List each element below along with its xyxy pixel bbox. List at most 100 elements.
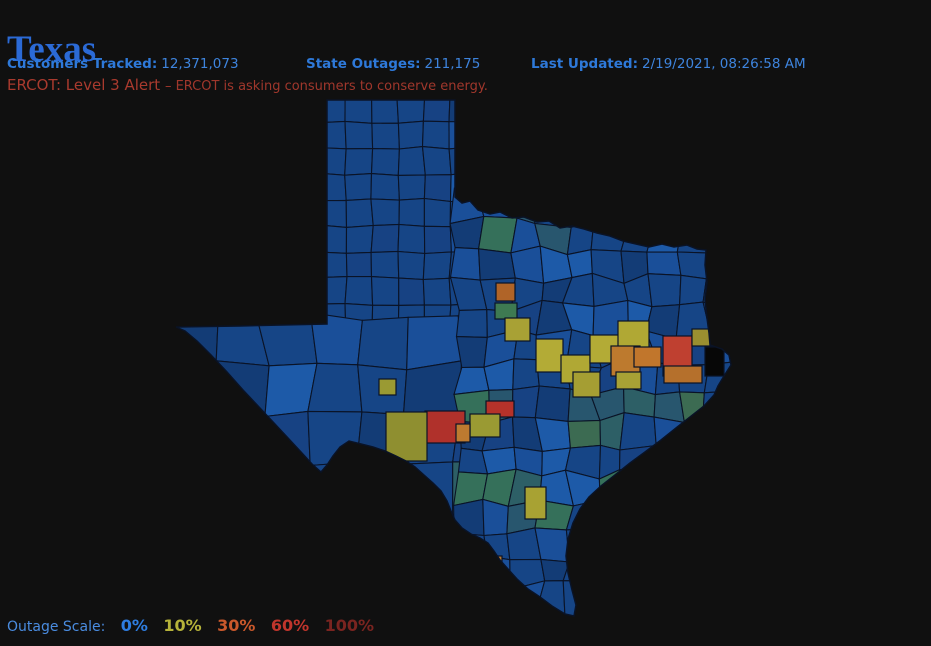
county-cell[interactable] bbox=[448, 121, 477, 150]
county-cell[interactable] bbox=[259, 410, 311, 467]
county-highlight[interactable] bbox=[633, 346, 662, 368]
county-cell[interactable] bbox=[356, 559, 412, 610]
county-cell[interactable] bbox=[619, 412, 657, 451]
county-cell[interactable] bbox=[730, 580, 765, 619]
county-cell[interactable] bbox=[257, 312, 318, 367]
county-cell[interactable] bbox=[702, 278, 735, 313]
county-cell[interactable] bbox=[707, 222, 732, 254]
county-cell[interactable] bbox=[397, 174, 426, 201]
county-cell[interactable] bbox=[258, 461, 317, 515]
county-cell[interactable] bbox=[618, 469, 656, 508]
county-cell[interactable] bbox=[319, 172, 347, 202]
county-cell[interactable] bbox=[701, 412, 740, 446]
county-cell[interactable] bbox=[593, 191, 631, 222]
county-cell[interactable] bbox=[622, 611, 654, 642]
county-highlight[interactable] bbox=[704, 346, 725, 377]
county-cell[interactable] bbox=[677, 443, 710, 478]
county-cell[interactable] bbox=[651, 579, 686, 616]
county-cell[interactable] bbox=[592, 612, 630, 646]
county-cell[interactable] bbox=[730, 443, 769, 474]
county-cell[interactable] bbox=[397, 145, 426, 176]
county-cell[interactable] bbox=[421, 145, 452, 176]
county-cell[interactable] bbox=[590, 499, 626, 536]
county-cell[interactable] bbox=[738, 391, 769, 421]
county-cell[interactable] bbox=[455, 309, 488, 338]
county-cell[interactable] bbox=[484, 609, 513, 646]
county-cell[interactable] bbox=[215, 314, 270, 367]
county-cell[interactable] bbox=[345, 251, 373, 278]
county-highlight[interactable] bbox=[455, 423, 471, 443]
county-cell[interactable] bbox=[370, 148, 400, 176]
county-cell[interactable] bbox=[735, 496, 764, 535]
county-cell[interactable] bbox=[651, 187, 684, 222]
county-cell[interactable] bbox=[423, 197, 452, 228]
county-cell[interactable] bbox=[619, 444, 657, 474]
county-cell[interactable] bbox=[318, 251, 348, 279]
county-cell[interactable] bbox=[680, 503, 708, 530]
county-cell[interactable] bbox=[344, 120, 374, 150]
county-cell[interactable] bbox=[534, 385, 571, 423]
county-cell[interactable] bbox=[534, 527, 571, 563]
county-highlight[interactable] bbox=[495, 282, 516, 302]
county-cell[interactable] bbox=[734, 335, 767, 367]
county-cell[interactable] bbox=[423, 174, 452, 203]
county-cell[interactable] bbox=[166, 505, 220, 556]
county-cell[interactable] bbox=[646, 504, 687, 530]
county-cell[interactable] bbox=[486, 555, 511, 591]
county-cell[interactable] bbox=[680, 475, 710, 507]
county-cell[interactable] bbox=[622, 524, 650, 557]
county-cell[interactable] bbox=[450, 532, 488, 560]
county-cell[interactable] bbox=[735, 307, 767, 336]
county-cell[interactable] bbox=[370, 173, 400, 201]
county-cell[interactable] bbox=[566, 249, 593, 279]
county-cell[interactable] bbox=[460, 557, 505, 608]
county-cell[interactable] bbox=[654, 444, 682, 477]
county-cell[interactable] bbox=[344, 173, 373, 201]
county-cell[interactable] bbox=[564, 612, 594, 646]
county-cell[interactable] bbox=[453, 498, 485, 537]
county-cell[interactable] bbox=[450, 555, 488, 590]
county-cell[interactable] bbox=[398, 197, 425, 227]
county-cell[interactable] bbox=[319, 120, 347, 150]
county-cell[interactable] bbox=[651, 611, 681, 639]
county-cell[interactable] bbox=[318, 276, 348, 305]
county-cell[interactable] bbox=[673, 525, 708, 563]
county-cell[interactable] bbox=[707, 443, 731, 478]
county-cell[interactable] bbox=[647, 524, 683, 563]
county-cell[interactable] bbox=[589, 551, 630, 582]
county-highlight[interactable] bbox=[535, 338, 564, 373]
county-cell[interactable] bbox=[370, 276, 400, 306]
county-highlight[interactable] bbox=[524, 486, 547, 520]
county-cell[interactable] bbox=[732, 280, 769, 312]
county-cell[interactable] bbox=[344, 276, 374, 306]
county-cell[interactable] bbox=[705, 525, 737, 565]
county-cell[interactable] bbox=[732, 223, 768, 253]
county-cell[interactable] bbox=[512, 358, 540, 391]
county-cell[interactable] bbox=[730, 198, 767, 226]
county-cell[interactable] bbox=[732, 249, 769, 282]
county-cell[interactable] bbox=[397, 120, 424, 150]
county-cell[interactable] bbox=[591, 579, 625, 619]
county-highlight[interactable] bbox=[378, 378, 397, 396]
county-cell[interactable] bbox=[730, 412, 769, 446]
county-cell[interactable] bbox=[218, 457, 261, 512]
county-cell[interactable] bbox=[407, 461, 454, 515]
county-cell[interactable] bbox=[706, 468, 735, 505]
county-cell[interactable] bbox=[562, 580, 601, 619]
county-cell[interactable] bbox=[406, 557, 463, 607]
county-cell[interactable] bbox=[702, 581, 733, 618]
county-cell[interactable] bbox=[676, 581, 710, 616]
county-cell[interactable] bbox=[679, 274, 708, 306]
county-cell[interactable] bbox=[674, 187, 715, 228]
county-cell[interactable] bbox=[676, 251, 710, 280]
county-cell[interactable] bbox=[164, 359, 217, 418]
county-cell[interactable] bbox=[646, 251, 682, 276]
county-cell[interactable] bbox=[163, 552, 222, 613]
county-cell[interactable] bbox=[737, 530, 769, 564]
county-highlight[interactable] bbox=[504, 317, 531, 342]
county-cell[interactable] bbox=[344, 95, 373, 124]
county-cell[interactable] bbox=[212, 553, 268, 608]
county-cell[interactable] bbox=[449, 247, 481, 281]
county-cell[interactable] bbox=[422, 277, 452, 306]
